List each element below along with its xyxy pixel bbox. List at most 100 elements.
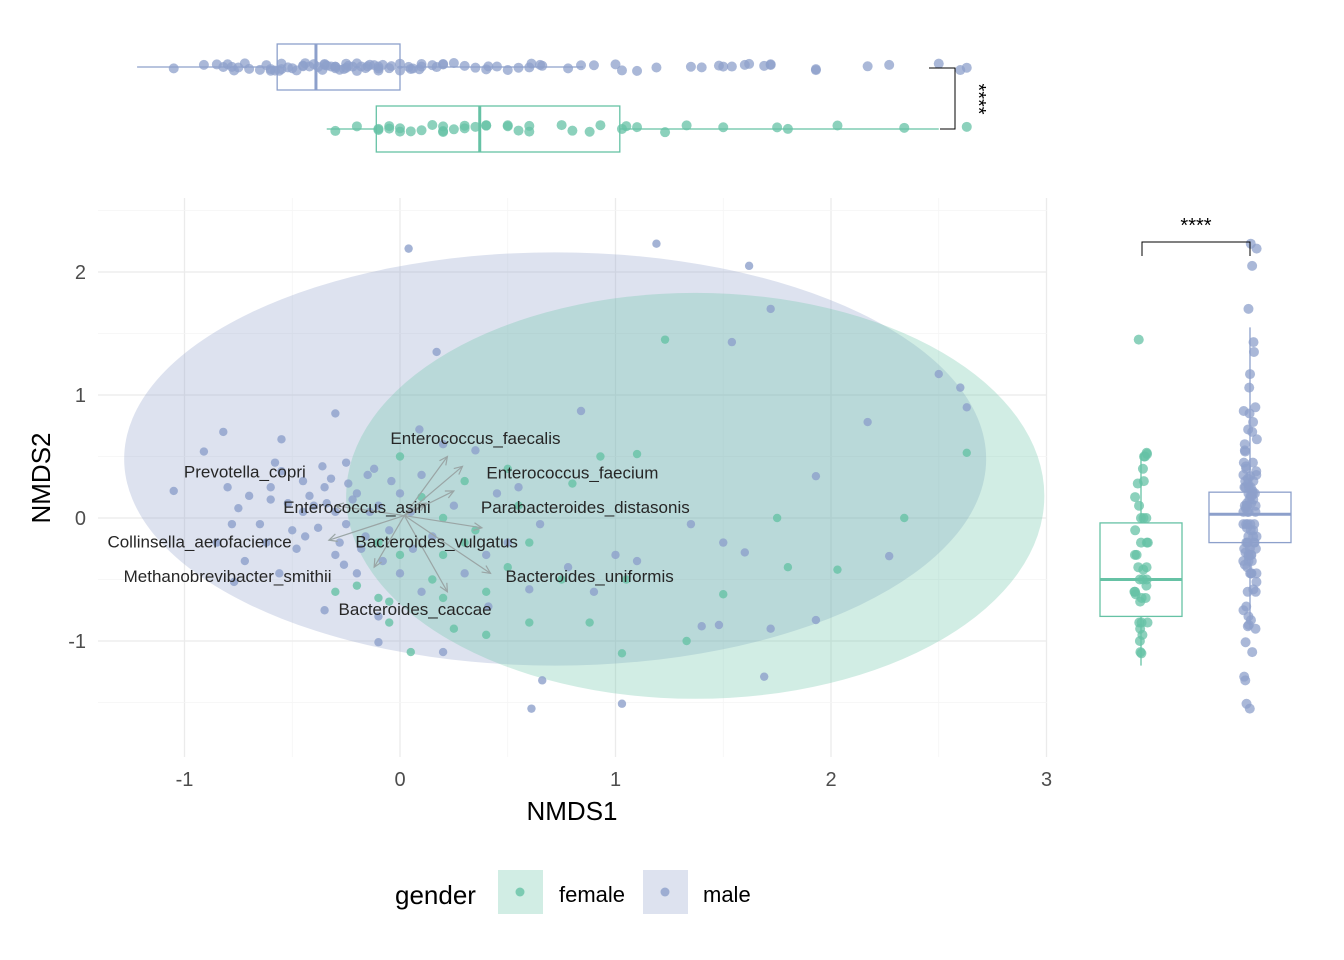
point-male: [234, 503, 243, 513]
point-female: [557, 575, 566, 584]
top-jitter-point-male: [961, 62, 972, 73]
y-tick-label: 0: [75, 508, 86, 530]
top-jitter-point-male: [632, 65, 643, 76]
point-male: [811, 615, 821, 625]
right-jitter-point-male: [1245, 482, 1256, 493]
top-jitter-point-male: [933, 58, 944, 69]
species-label: Enterococcus_asini: [283, 498, 430, 517]
top-jitter-point-male: [470, 62, 481, 73]
legend-title: gender: [395, 880, 476, 910]
top-jitter-point-female: [427, 120, 438, 131]
point-male: [292, 544, 301, 553]
top-jitter-point-male: [321, 60, 332, 71]
right-jitter-point-male: [1242, 586, 1253, 597]
point-male: [525, 585, 534, 594]
species-arrowhead: [333, 502, 345, 512]
top-jitter-point-male: [270, 65, 281, 76]
point-male: [503, 538, 512, 547]
top-jitter-point-female: [416, 125, 427, 136]
point-male: [219, 427, 228, 437]
top-jitter-point-male: [395, 65, 405, 76]
point-female: [395, 452, 405, 461]
point-male: [962, 403, 971, 412]
species-label: Bacteroides_caccae: [339, 600, 492, 619]
right-jitter-point-male: [1247, 457, 1258, 468]
point-male: [744, 261, 754, 271]
point-male: [714, 620, 724, 630]
right-jitter-point-male: [1241, 601, 1252, 612]
top-jitter-point-female: [502, 120, 513, 131]
point-male: [357, 544, 366, 553]
point-female: [482, 630, 491, 640]
point-male: [300, 532, 310, 541]
point-male: [395, 489, 405, 498]
species-arrowhead: [373, 558, 382, 569]
point-male: [471, 446, 480, 455]
point-male: [212, 538, 222, 547]
point-male: [331, 550, 340, 560]
top-jitter-point-male: [884, 59, 895, 70]
point-male: [262, 538, 271, 547]
top-jitter-point-male: [395, 58, 405, 69]
point-female: [385, 618, 394, 627]
top-jitter-point-female: [584, 126, 595, 137]
species-arrow: [404, 514, 482, 529]
species-arrow: [328, 514, 405, 541]
point-male: [482, 550, 491, 560]
species-labels: Enterococcus_faecalis Prevotella_copri Ent…: [107, 429, 689, 619]
point-female: [514, 501, 523, 510]
point-male: [956, 383, 965, 392]
top-jitter-point-female: [448, 124, 459, 135]
point-male: [244, 491, 254, 501]
point-female: [525, 618, 534, 627]
point-male: [352, 569, 362, 578]
legend-label-male: male: [703, 882, 751, 907]
top-jitter-point-female: [351, 121, 362, 132]
right-jitter-point-male: [1244, 382, 1255, 393]
species-arrowhead: [453, 465, 464, 475]
x-axis-ticks: -1 0 1 2 3: [176, 769, 1052, 791]
right-jitter-point-male: [1242, 537, 1253, 548]
point-male: [277, 435, 286, 444]
top-jitter-point-male: [330, 61, 341, 72]
right-jitter-point-female: [1138, 564, 1149, 575]
species-arrow: [335, 505, 405, 517]
group-ellipses: [124, 252, 1045, 699]
top-jitter-point-female: [524, 120, 535, 131]
right-jitter-point-male: [1246, 568, 1257, 579]
point-male: [563, 563, 573, 572]
right-jitter-point-male: [1248, 417, 1259, 428]
top-jitter-point-male: [563, 63, 574, 74]
species-vectors: [327, 455, 492, 594]
right-jitter-point-male: [1240, 675, 1251, 686]
point-male: [275, 569, 284, 578]
point-male: [385, 526, 394, 535]
top-jitter-point-female: [567, 125, 578, 136]
top-jitter-point-male: [438, 59, 449, 70]
point-male: [719, 538, 728, 547]
point-male: [277, 467, 286, 476]
right-jitter-point-male: [1251, 466, 1262, 477]
point-male: [341, 458, 351, 467]
point-male: [686, 519, 696, 529]
top-jitter-point-male: [526, 58, 537, 69]
species-label: Enterococcus_faecalis: [390, 429, 560, 448]
top-jitter-point-male: [416, 61, 427, 72]
point-female: [660, 335, 670, 344]
species-arrow: [403, 515, 448, 593]
point-male: [318, 462, 327, 471]
top-jitter-point-male: [491, 61, 502, 72]
point-male: [288, 526, 297, 535]
point-female: [503, 464, 512, 473]
point-female: [585, 618, 594, 627]
species-arrowhead: [473, 522, 484, 532]
point-male: [538, 676, 547, 685]
species-arrow: [403, 456, 448, 516]
top-jitter-point-female: [632, 122, 643, 133]
top-jitter-point-female: [961, 121, 972, 132]
point-male: [535, 519, 545, 529]
point-male: [363, 470, 372, 480]
right-jitter-point-male: [1243, 549, 1254, 560]
point-male: [298, 476, 308, 486]
point-male: [884, 551, 894, 561]
